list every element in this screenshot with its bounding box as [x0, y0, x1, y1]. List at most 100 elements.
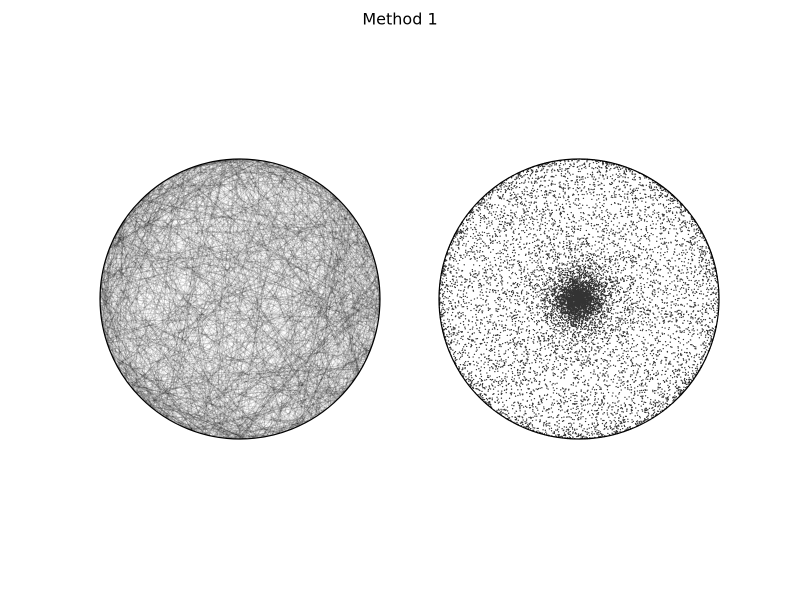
chord	[259, 342, 374, 438]
chord	[113, 359, 257, 439]
chord	[132, 388, 246, 440]
chord	[132, 208, 206, 435]
chord	[255, 159, 376, 336]
chord	[104, 261, 334, 404]
chord	[107, 158, 249, 254]
chord	[117, 230, 191, 430]
chord	[102, 327, 373, 346]
chord	[213, 161, 364, 367]
chord	[119, 370, 266, 438]
chord	[122, 222, 208, 436]
chord	[337, 199, 355, 381]
chord	[257, 159, 379, 280]
chord	[195, 165, 378, 328]
chord	[194, 166, 313, 420]
chord	[248, 171, 299, 439]
chord	[185, 169, 320, 415]
chord	[131, 159, 229, 211]
chord	[111, 241, 376, 334]
chord	[113, 238, 377, 269]
chord	[143, 192, 149, 401]
chord	[278, 164, 376, 265]
chord	[265, 161, 380, 313]
chord	[257, 159, 380, 317]
chord	[106, 340, 137, 393]
chord	[100, 187, 157, 315]
chord	[251, 159, 331, 193]
chord	[100, 232, 118, 315]
chord	[283, 218, 356, 433]
chord	[99, 296, 380, 310]
chord	[106, 339, 355, 380]
chord	[156, 159, 229, 413]
chord	[158, 256, 374, 414]
chord	[106, 342, 207, 436]
chord	[183, 254, 374, 428]
chord	[228, 159, 346, 392]
chord	[99, 291, 145, 402]
chord	[218, 160, 341, 398]
chord	[99, 296, 264, 438]
chord	[99, 159, 223, 309]
chord	[184, 269, 378, 429]
chord	[168, 161, 212, 179]
chord	[241, 244, 370, 440]
chord	[372, 277, 379, 343]
chord	[218, 159, 231, 438]
chord	[108, 251, 380, 287]
chord	[116, 182, 164, 366]
chord	[314, 204, 344, 418]
chord	[128, 192, 150, 384]
chord	[249, 241, 368, 439]
chord	[109, 159, 254, 250]
chord	[99, 217, 127, 300]
chord	[103, 162, 275, 332]
chord	[117, 230, 251, 439]
chord	[106, 255, 114, 358]
chord	[105, 227, 361, 261]
chord	[128, 201, 341, 215]
chord	[279, 171, 298, 434]
chord	[171, 161, 214, 422]
chord	[202, 383, 352, 435]
chord	[115, 235, 120, 370]
chord	[117, 160, 219, 232]
chord	[252, 195, 335, 439]
chord	[134, 206, 155, 410]
chord	[101, 275, 226, 439]
chord	[127, 365, 363, 384]
chord	[125, 368, 362, 380]
chord	[277, 163, 375, 260]
chord	[100, 170, 296, 317]
chord	[103, 266, 369, 357]
chord	[132, 160, 260, 389]
chord	[105, 251, 109, 339]
chord	[225, 160, 259, 439]
chord	[192, 286, 380, 432]
chord	[99, 295, 194, 432]
chord	[152, 158, 240, 190]
chord	[151, 172, 302, 191]
chord	[115, 235, 366, 365]
chord	[232, 239, 368, 440]
chord	[344, 205, 380, 284]
chord	[144, 195, 287, 432]
chord	[183, 308, 380, 428]
chord	[234, 158, 337, 199]
chord	[100, 227, 361, 290]
chord	[328, 280, 380, 408]
chord	[160, 414, 194, 432]
chord	[333, 212, 351, 403]
chord	[104, 333, 156, 411]
chord	[315, 209, 349, 417]
chord	[338, 331, 377, 399]
chord	[153, 172, 301, 410]
chord	[243, 158, 357, 378]
chord	[298, 266, 377, 427]
chord	[210, 161, 286, 432]
chord	[229, 408, 327, 440]
chord	[120, 225, 361, 228]
chord	[259, 160, 314, 419]
chord	[159, 413, 207, 436]
chord	[255, 159, 367, 239]
